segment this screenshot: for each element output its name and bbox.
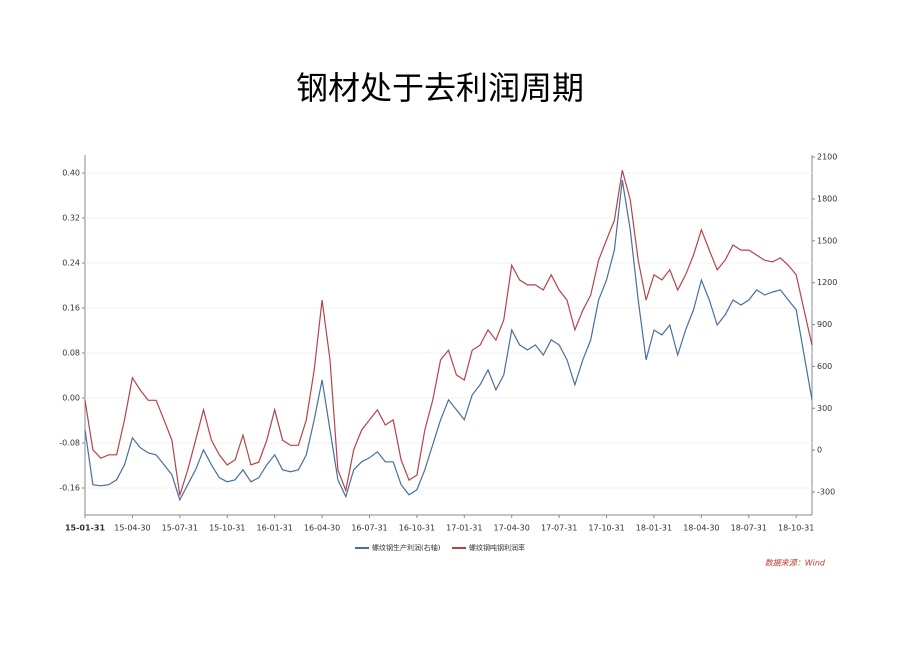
y-tick-label: 0.32 — [62, 214, 80, 223]
y-tick-label: 0.08 — [62, 349, 80, 358]
y-tick-label: 0.24 — [62, 259, 80, 268]
legend-label: 螺纹钢生产利润(右轴) — [372, 543, 441, 552]
x-tick-label: 15-04-30 — [114, 524, 150, 533]
y-tick-label: -0.16 — [59, 484, 80, 493]
legend-label: 螺纹钢吨钢利润率 — [469, 543, 525, 552]
y2-tick-label: 900 — [817, 320, 832, 329]
chart-title: 钢材处于去利润周期 — [296, 69, 584, 107]
y2-tick-label: 300 — [817, 404, 832, 413]
x-tick-label: 15-10-31 — [209, 524, 245, 533]
y2-tick-label: 600 — [817, 362, 832, 371]
x-tick-label: 16-04-30 — [304, 524, 340, 533]
y2-tick-label: 1200 — [817, 278, 837, 287]
series-line — [84, 180, 813, 502]
y2-tick-label: 1800 — [817, 194, 837, 203]
x-tick-label: 17-01-31 — [446, 524, 482, 533]
y-tick-label: 0.16 — [62, 304, 80, 313]
series-line — [84, 170, 813, 496]
x-tick-label: 17-04-30 — [494, 524, 530, 533]
source-note: 数据来源：Wind — [765, 559, 826, 568]
y-tick-label: 0.40 — [62, 169, 80, 178]
y2-tick-label: 0 — [817, 446, 822, 455]
y2-tick-label: -300 — [817, 487, 835, 496]
x-tick-label: 16-01-31 — [256, 524, 292, 533]
x-tick-label: 17-10-31 — [588, 524, 624, 533]
x-tick-label: 16-07-31 — [351, 524, 387, 533]
x-tick-label: 18-01-31 — [636, 524, 672, 533]
x-tick-label: 18-04-30 — [683, 524, 719, 533]
x-tick-label: 17-07-31 — [541, 524, 577, 533]
x-tick-label: 18-10-31 — [778, 524, 814, 533]
y2-tick-label: 2100 — [817, 153, 837, 162]
y2-tick-label: 1500 — [817, 236, 837, 245]
x-tick-label: 18-07-31 — [731, 524, 767, 533]
x-tick-label: 15-01-31 — [65, 524, 105, 533]
y-tick-label: 0.00 — [62, 394, 80, 403]
x-tick-label: 16-10-31 — [399, 524, 435, 533]
x-tick-label: 15-07-31 — [162, 524, 198, 533]
y-tick-label: -0.08 — [59, 439, 80, 448]
